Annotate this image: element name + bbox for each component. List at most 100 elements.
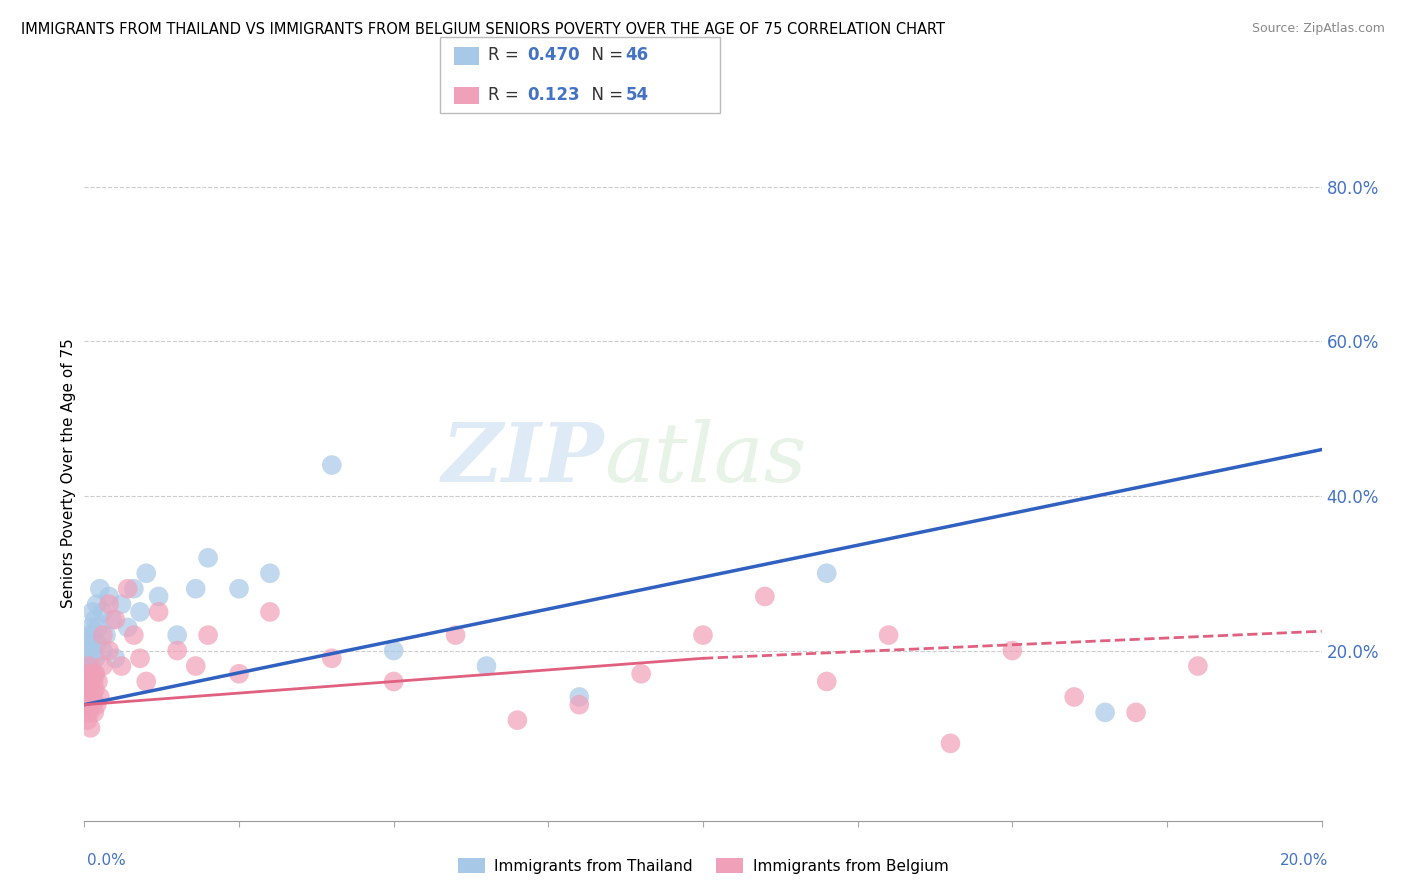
Point [83, 682, 105, 697]
Point [75, 682, 97, 697]
Point [83, 706, 105, 720]
Point [87, 620, 110, 634]
Point [630, 666, 652, 681]
Point [77, 690, 100, 704]
Point [166, 643, 188, 657]
Point [75, 698, 97, 712]
Point [1063, 690, 1085, 704]
Point [129, 605, 152, 619]
Point [197, 628, 219, 642]
Point [754, 590, 776, 604]
Point [135, 674, 157, 689]
Point [1125, 706, 1147, 720]
Point [76, 713, 98, 727]
Point [80, 698, 103, 712]
Y-axis label: Seniors Poverty Over the Age of 75: Seniors Poverty Over the Age of 75 [60, 338, 76, 607]
Point [101, 613, 124, 627]
Point [568, 698, 591, 712]
Text: 0.470: 0.470 [527, 46, 579, 64]
Point [77, 674, 100, 689]
Point [1094, 706, 1116, 720]
Point [259, 566, 281, 581]
Point [98, 643, 121, 657]
Point [77, 659, 100, 673]
Point [77, 666, 100, 681]
Text: 20.0%: 20.0% [1281, 853, 1329, 868]
Point [184, 659, 207, 673]
Text: R =: R = [488, 46, 524, 64]
Point [82, 643, 104, 657]
Point [815, 674, 838, 689]
Point [104, 613, 127, 627]
Point [506, 713, 529, 727]
Point [110, 597, 132, 611]
Point [86, 636, 108, 650]
Point [89, 582, 111, 596]
Point [75, 682, 97, 697]
Point [79, 674, 101, 689]
Point [79, 674, 101, 689]
Point [79, 620, 101, 634]
Point [80, 659, 103, 673]
Text: ZIP: ZIP [441, 419, 605, 499]
Point [76, 643, 98, 657]
Text: R =: R = [488, 87, 524, 104]
Point [89, 690, 111, 704]
Point [83, 613, 105, 627]
Legend: Immigrants from Thailand, Immigrants from Belgium: Immigrants from Thailand, Immigrants fro… [451, 852, 955, 880]
Text: Source: ZipAtlas.com: Source: ZipAtlas.com [1251, 22, 1385, 36]
Point [91, 605, 114, 619]
Point [76, 698, 98, 712]
Point [197, 550, 219, 565]
Point [87, 674, 110, 689]
Point [475, 659, 498, 673]
Text: 0.0%: 0.0% [87, 853, 127, 868]
Point [84, 666, 107, 681]
Point [83, 666, 105, 681]
Point [117, 620, 139, 634]
Point [382, 674, 405, 689]
Point [148, 590, 170, 604]
Point [321, 458, 343, 472]
Point [76, 666, 98, 681]
Point [692, 628, 714, 642]
Point [77, 690, 100, 704]
Text: N =: N = [581, 87, 628, 104]
Point [76, 659, 98, 673]
Point [79, 651, 101, 665]
Point [877, 628, 900, 642]
Point [83, 628, 105, 642]
Point [91, 643, 114, 657]
Point [228, 666, 250, 681]
Text: 46: 46 [626, 46, 648, 64]
Point [91, 659, 114, 673]
Point [86, 698, 108, 712]
Point [259, 605, 281, 619]
Point [1001, 643, 1024, 657]
Point [184, 582, 207, 596]
Point [129, 651, 152, 665]
Point [117, 582, 139, 596]
Point [94, 628, 117, 642]
Point [73, 690, 96, 704]
Point [86, 597, 108, 611]
Point [122, 582, 145, 596]
Point [79, 636, 101, 650]
Point [79, 721, 101, 735]
Point [79, 682, 101, 697]
Point [321, 651, 343, 665]
Point [76, 674, 98, 689]
Point [1187, 659, 1209, 673]
Point [815, 566, 838, 581]
Point [939, 736, 962, 750]
Text: 0.123: 0.123 [527, 87, 579, 104]
Point [91, 628, 114, 642]
Point [77, 628, 100, 642]
Text: N =: N = [581, 46, 628, 64]
Text: IMMIGRANTS FROM THAILAND VS IMMIGRANTS FROM BELGIUM SENIORS POVERTY OVER THE AGE: IMMIGRANTS FROM THAILAND VS IMMIGRANTS F… [21, 22, 945, 37]
Point [82, 666, 104, 681]
Point [382, 643, 405, 657]
Point [83, 674, 105, 689]
Point [82, 605, 104, 619]
Text: atlas: atlas [605, 419, 807, 499]
